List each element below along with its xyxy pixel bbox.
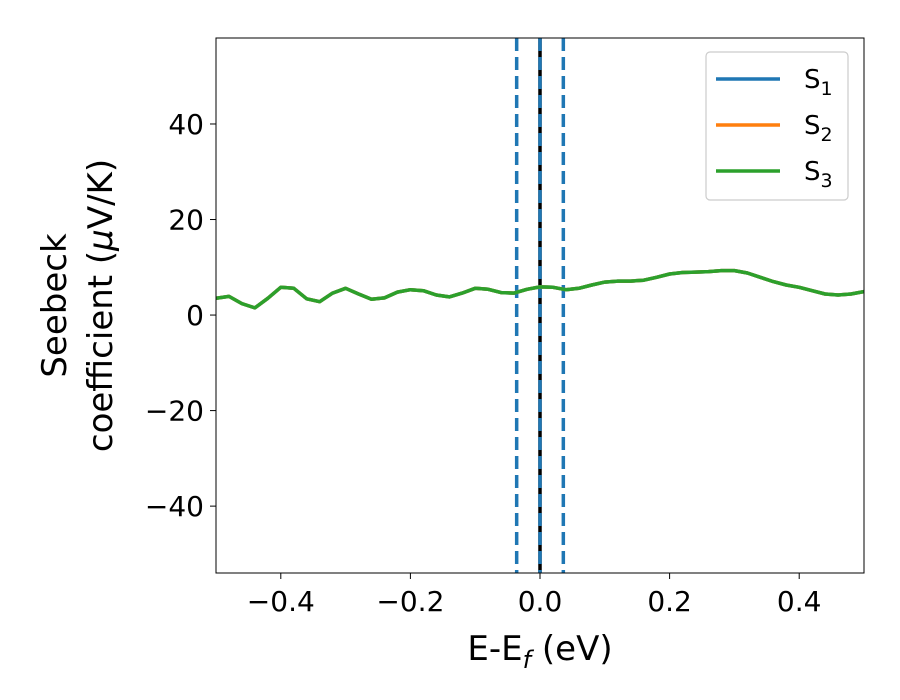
legend-label-3: S3 <box>804 157 833 192</box>
y-tick-label: −20 <box>145 395 204 428</box>
x-axis-label-unit: (eV) <box>531 629 613 669</box>
legend-label-2: S2 <box>804 111 833 146</box>
series-line-3 <box>216 268 864 310</box>
legend: S1 S2 S3 <box>705 51 849 201</box>
y-axis-label-mu: μ <box>81 229 121 252</box>
y-axis-label-post: V/K) <box>81 159 121 229</box>
y-axis-label-pre: coefficient ( <box>81 251 121 452</box>
axis-ticks: −0.4 −0.2 0.0 0.2 0.4 −40 −20 0 20 40 <box>145 108 822 618</box>
y-tick-label: 20 <box>168 204 204 237</box>
legend-label-1: S1 <box>804 65 833 100</box>
x-tick-label: 0.4 <box>777 585 822 618</box>
legend-items: S1 S2 S3 <box>716 65 833 192</box>
x-tick-label: −0.2 <box>376 585 444 618</box>
x-axis-label-main: E-E <box>467 629 522 669</box>
x-tick-label: 0.0 <box>518 585 563 618</box>
x-tick-label: −0.4 <box>247 585 315 618</box>
y-axis-label: Seebeck coefficient (μV/K) <box>35 159 121 452</box>
y-axis-label-line1: Seebeck <box>35 233 75 378</box>
y-axis-label-line2: coefficient (μV/K) <box>81 159 121 452</box>
reference-lines <box>514 38 566 573</box>
y-tick-label: −40 <box>145 490 204 523</box>
y-tick-label: 40 <box>168 108 204 141</box>
series-lines <box>216 268 864 310</box>
x-tick-label: 0.2 <box>647 585 692 618</box>
y-tick-label: 0 <box>186 299 204 332</box>
x-axis-label: E-Ef (eV) <box>467 629 612 674</box>
